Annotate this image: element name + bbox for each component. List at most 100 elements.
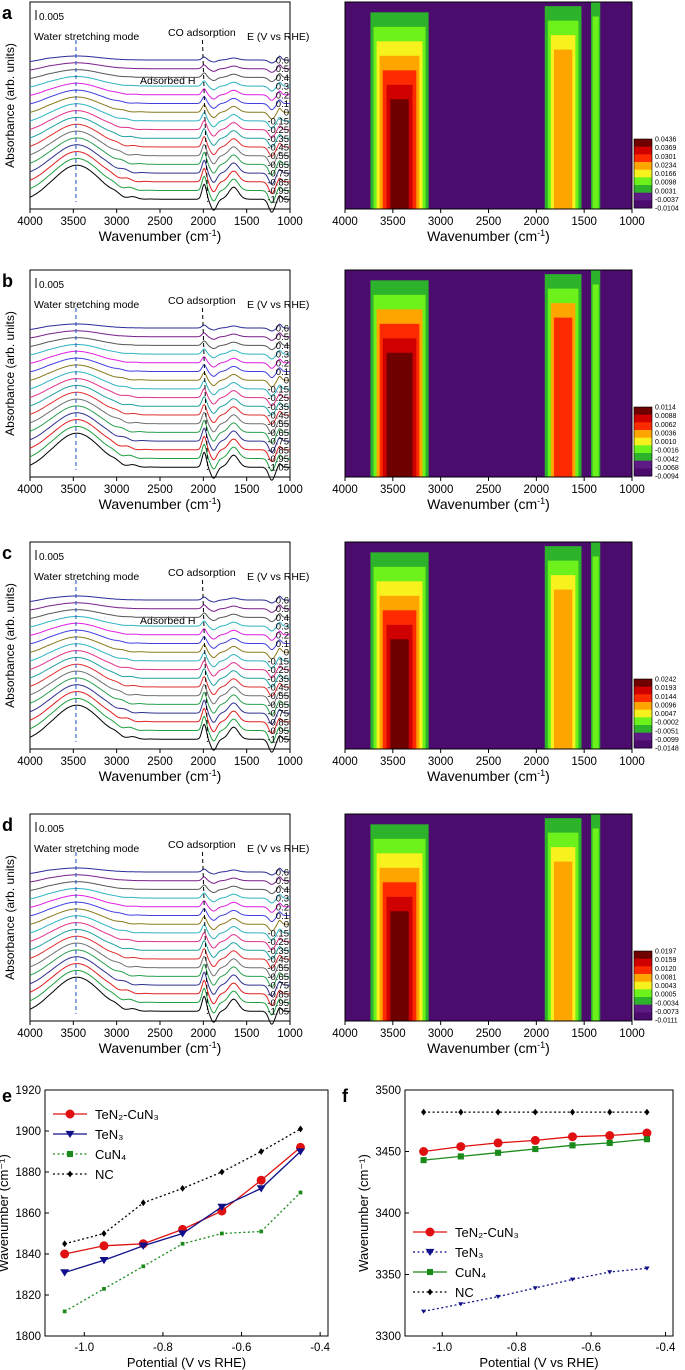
potential-label: 0.6 <box>276 596 289 607</box>
spectrum-line <box>29 684 290 725</box>
x-tick-label: 1500 <box>571 484 597 496</box>
potential-label: 0.2 <box>276 90 289 101</box>
spectrum-line <box>29 378 290 407</box>
potential-label: -1.05 <box>267 735 289 746</box>
potential-label: 0.5 <box>276 604 289 615</box>
potential-label: -0.25 <box>267 937 289 948</box>
spectrum-line <box>29 935 290 969</box>
water-mode-label: Water stretching mode <box>34 31 139 43</box>
data-point <box>427 1288 433 1296</box>
spectrum-line <box>29 76 290 92</box>
x-tick-label: 3000 <box>104 756 130 768</box>
potential-label: -0.35 <box>267 946 289 957</box>
data-point <box>606 1139 613 1146</box>
potential-legend-title: E (V vs RHE) <box>247 843 309 855</box>
colorbar-swatch <box>634 1012 652 1021</box>
colorbar-swatch <box>634 725 652 734</box>
potential-label: 0.1 <box>276 639 289 650</box>
potential-label: -0.85 <box>267 717 289 728</box>
y-tick-label: 1900 <box>15 1126 41 1138</box>
water-mode-label: Water stretching mode <box>34 299 139 311</box>
colorbar-swatch <box>634 154 652 163</box>
data-point <box>295 1148 305 1156</box>
x-tick-label: 2500 <box>476 216 502 228</box>
potential-label: -0.25 <box>267 125 289 136</box>
colorbar-label: -0.0104 <box>655 206 679 213</box>
y-axis-label: Wavenumber (cm⁻¹) <box>0 1154 11 1272</box>
potential-label: -1.05 <box>267 195 289 206</box>
colorbar: 0.01970.01590.01200.00810.00430.0005-0.0… <box>633 949 679 1025</box>
potential-label: 0.1 <box>276 99 289 110</box>
colorbar-frame <box>633 678 653 749</box>
colorbar-swatch <box>634 997 652 1006</box>
potential-legend-title: E (V vs RHE) <box>247 31 309 43</box>
series-NC <box>62 1125 304 1248</box>
spectrum-line <box>29 609 290 623</box>
legend-label: TeN₂-CuN₃ <box>95 1107 159 1122</box>
spectrum-line <box>29 62 290 73</box>
wavenumber-axis-label: Wavenumber (cm-1) <box>99 768 222 784</box>
x-tick-label: 3000 <box>428 216 454 228</box>
potential-label: 0.5 <box>276 332 289 343</box>
x-tick-label: 2000 <box>524 1028 550 1040</box>
colorbar-label: -0.0111 <box>655 1018 678 1025</box>
colorbar-label: -0.0016 <box>655 448 679 455</box>
potential-label: 0.3 <box>276 350 289 361</box>
colorbar-label: 0.0301 <box>655 154 677 161</box>
x-tick-label: 3000 <box>104 1028 130 1040</box>
contour-map <box>370 2 601 210</box>
series-TeN₂-CuN₃ <box>419 1128 652 1156</box>
data-point <box>60 1269 70 1277</box>
data-point <box>140 1199 146 1207</box>
x-tick-label: 2500 <box>476 1028 502 1040</box>
spectrum-line <box>29 344 290 360</box>
colorbar-label: 0.0047 <box>655 711 677 718</box>
data-point <box>457 1153 464 1160</box>
peak-position-panels: e 1800 1820 1840 1860 1880 1900 1920 -1.0 -0.8 -0.… <box>0 1085 676 1370</box>
data-point <box>607 1270 613 1275</box>
co-guide-line <box>201 579 209 743</box>
contour-band <box>390 367 409 477</box>
potential-label: 0.2 <box>276 630 289 641</box>
spectrum-line <box>29 398 290 435</box>
data-point <box>495 1294 501 1299</box>
contour-map <box>370 814 601 1021</box>
colorbar-swatch <box>634 422 652 431</box>
data-point <box>532 1108 538 1116</box>
x-tick-label: 1000 <box>277 484 303 496</box>
colorbar-swatch <box>634 162 652 171</box>
potential-label: -0.95 <box>267 454 289 465</box>
legend-label: CuN₄ <box>455 1265 486 1280</box>
potential-label: 0.3 <box>276 894 289 905</box>
contour-map <box>370 542 601 749</box>
colorbar-swatch <box>634 139 652 148</box>
colorbar-swatch <box>634 951 652 960</box>
legend-label: NC <box>455 1285 474 1300</box>
spectrum-line <box>29 412 290 453</box>
spectrum-line <box>29 151 290 195</box>
legend-label: TeN₃ <box>95 1127 123 1142</box>
spectra-plot-frame <box>29 1 291 210</box>
panel-letter: b <box>2 271 13 291</box>
colorbar-label: -0.0099 <box>655 737 679 744</box>
potential-label: -0.55 <box>267 151 289 162</box>
panel-letter: a <box>2 3 13 23</box>
x-axis-label: Potential (V vs RHE) <box>127 1355 246 1370</box>
scale-bar-label: 0.005 <box>39 12 64 23</box>
legend-label: CuN₄ <box>95 1147 126 1162</box>
wavenumber-axis-label: Wavenumber (cm-1) <box>427 768 550 784</box>
colorbar-swatch <box>634 146 652 155</box>
colorbar-label: 0.0081 <box>655 974 677 981</box>
panel-letter: e <box>2 1086 12 1106</box>
data-point <box>530 1135 540 1145</box>
x-tick-label: 3500 <box>61 756 87 768</box>
x-tick-label: -0.6 <box>581 1342 601 1354</box>
y-tick-label: 3450 <box>375 1147 401 1159</box>
colorbar-frame <box>633 406 653 477</box>
y-tick-label: 1820 <box>15 1290 41 1302</box>
colorbar-label: 0.0159 <box>655 957 677 964</box>
wavenumber-axis-label: Wavenumber (cm-1) <box>99 1040 222 1056</box>
x-tick-label: 2000 <box>524 756 550 768</box>
x-tick-label: 4000 <box>332 1028 358 1040</box>
x-tick-label: 1500 <box>234 484 260 496</box>
